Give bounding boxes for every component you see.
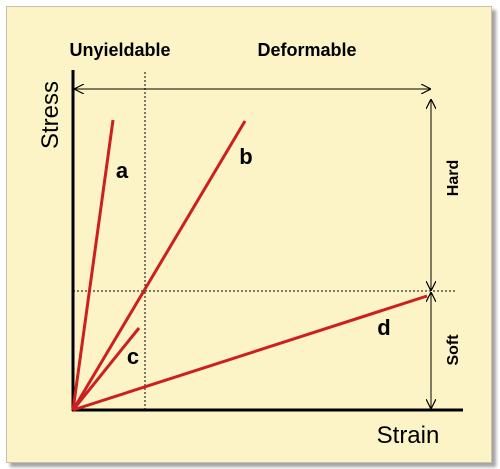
line-a-label: a <box>116 158 129 183</box>
y-axis-label: Stress <box>37 81 64 149</box>
line-c-label: c <box>127 344 139 369</box>
line-d-label: d <box>377 315 390 340</box>
soft-label: Soft <box>445 334 462 366</box>
line-d <box>72 294 428 412</box>
x-axis-label: Strain <box>377 422 440 449</box>
line-c <box>71 327 141 411</box>
line-a <box>71 119 115 411</box>
line-b-label: b <box>239 144 252 169</box>
unyieldable-label: Unyieldable <box>69 40 170 60</box>
deformable-label: Deformable <box>257 40 356 60</box>
hard-label: Hard <box>445 160 462 196</box>
line-b <box>71 120 247 411</box>
